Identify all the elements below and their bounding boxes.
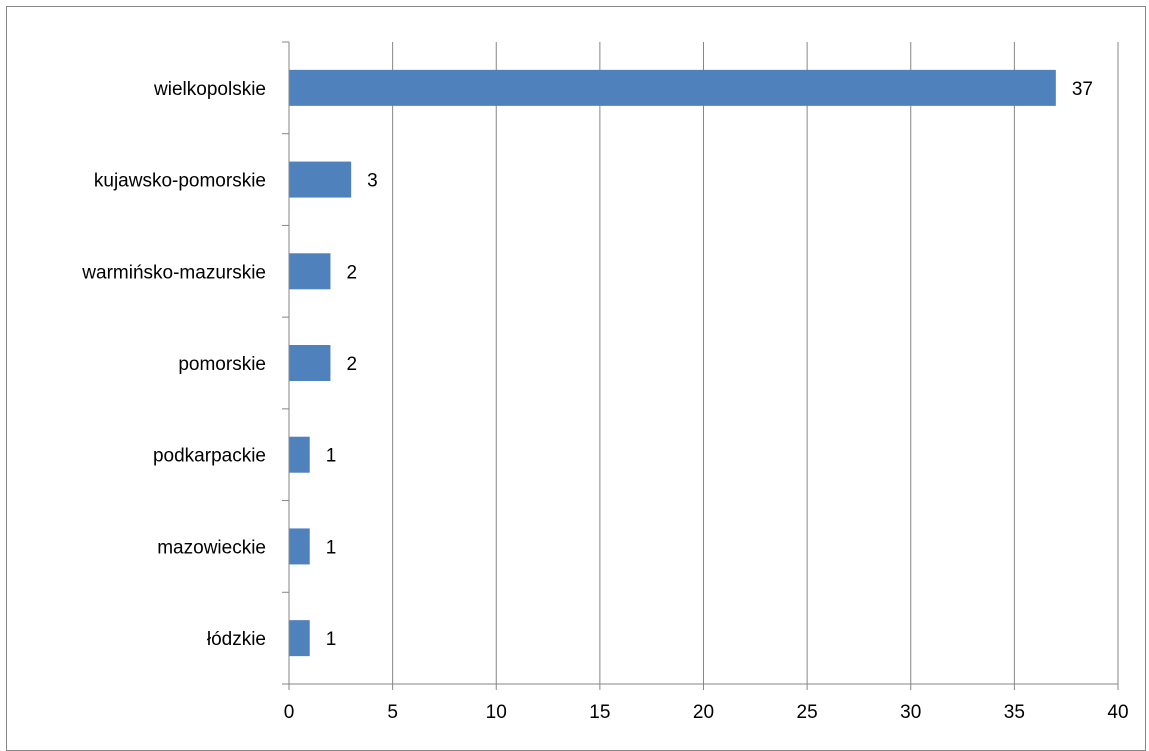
axes	[282, 41, 1119, 690]
category-label-2: warmińsko-mazurskie	[81, 262, 266, 283]
x-tick-label-3: 15	[589, 702, 610, 723]
bar-2	[289, 253, 331, 290]
gridlines	[392, 42, 1119, 684]
data-label-2: 2	[346, 262, 357, 283]
x-tick-label-2: 10	[486, 702, 507, 723]
data-label-3: 2	[346, 354, 357, 375]
data-label-1: 3	[367, 171, 378, 192]
bar-0	[289, 69, 1056, 106]
category-label-0: wielkopolskie	[153, 79, 266, 100]
bars	[289, 69, 1056, 657]
category-label-3: pomorskie	[178, 354, 266, 375]
category-label-5: mazowieckie	[157, 537, 266, 558]
category-label-6: łódzkie	[207, 629, 266, 650]
x-tick-label-8: 40	[1107, 702, 1128, 723]
data-label-6: 1	[326, 629, 337, 650]
bar-6	[289, 620, 310, 657]
x-tick-label-4: 20	[693, 702, 714, 723]
bar-5	[289, 528, 310, 565]
category-label-1: kujawsko-pomorskie	[94, 171, 266, 192]
data-label-5: 1	[326, 537, 337, 558]
labels: 0 5 10 15 20 25 30 35 40 wielkopolskie 37 kujawsko-…	[81, 79, 1128, 723]
x-tick-label-1: 5	[387, 702, 398, 723]
x-tick-label-0: 0	[284, 702, 295, 723]
bar-4	[289, 436, 310, 473]
x-tick-label-5: 25	[797, 702, 818, 723]
data-label-0: 37	[1072, 79, 1093, 100]
chart-frame	[6, 6, 1146, 751]
category-label-4: podkarpackie	[153, 446, 266, 467]
bar-1	[289, 161, 352, 198]
bar-3	[289, 345, 331, 381]
x-tick-label-7: 35	[1004, 702, 1025, 723]
x-tick-label-6: 30	[900, 702, 921, 723]
data-label-4: 1	[326, 446, 337, 467]
